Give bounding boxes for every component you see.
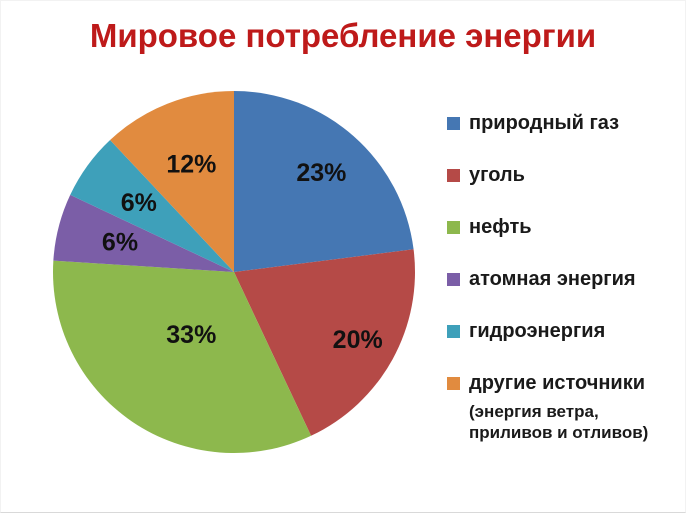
legend-swatch-oil xyxy=(447,221,460,234)
legend-swatch-other xyxy=(447,377,460,390)
pie-chart-container: 23% 20% 33% 6% 6% 12% xyxy=(51,89,417,455)
pie-slice-coal xyxy=(234,249,415,436)
pie-label-oil: 33% xyxy=(166,321,216,349)
chart-title: Мировое потребление энергии xyxy=(89,17,597,54)
legend-item-hydro: гидроэнергия xyxy=(447,321,677,342)
pie-label-other: 12% xyxy=(166,150,216,178)
legend: природный газ уголь нефть атомная энергия ги… xyxy=(447,113,677,474)
legend-swatch-coal xyxy=(447,169,460,182)
legend-label-oil: нефть xyxy=(469,216,532,238)
legend-label-coal: уголь xyxy=(469,164,525,186)
pie-slice-nuclear xyxy=(53,194,234,272)
legend-item-oil: нефть xyxy=(447,217,677,238)
pie-label-nuclear: 6% xyxy=(102,229,138,257)
pie-label-coal: 20% xyxy=(333,326,383,354)
legend-label-hydro: гидроэнергия xyxy=(469,320,606,342)
legend-label-nuclear: атомная энергия xyxy=(469,268,636,290)
pie-label-hydro: 6% xyxy=(121,189,157,217)
legend-item-natural-gas: природный газ xyxy=(447,113,677,134)
pie-label-natural-gas: 23% xyxy=(296,159,346,187)
pie-slice-hydro xyxy=(70,140,234,272)
legend-item-nuclear: атомная энергия xyxy=(447,269,677,290)
pie-slice-natural-gas xyxy=(234,91,414,272)
legend-item-other: другие источники xyxy=(447,373,677,394)
pie-slice-oil xyxy=(53,260,312,453)
pie-chart: 23% 20% 33% 6% 6% 12% xyxy=(53,91,415,453)
legend-swatch-nuclear xyxy=(447,273,460,286)
legend-label-other: другие источники xyxy=(469,372,646,394)
legend-sublabel-other: (энергия ветра, приливов и отливов) xyxy=(469,402,649,442)
pie-slice-other xyxy=(110,91,234,272)
legend-label-natural-gas: природный газ xyxy=(469,112,620,134)
legend-swatch-hydro xyxy=(447,325,460,338)
legend-item-coal: уголь xyxy=(447,165,677,186)
legend-swatch-natural-gas xyxy=(447,117,460,130)
